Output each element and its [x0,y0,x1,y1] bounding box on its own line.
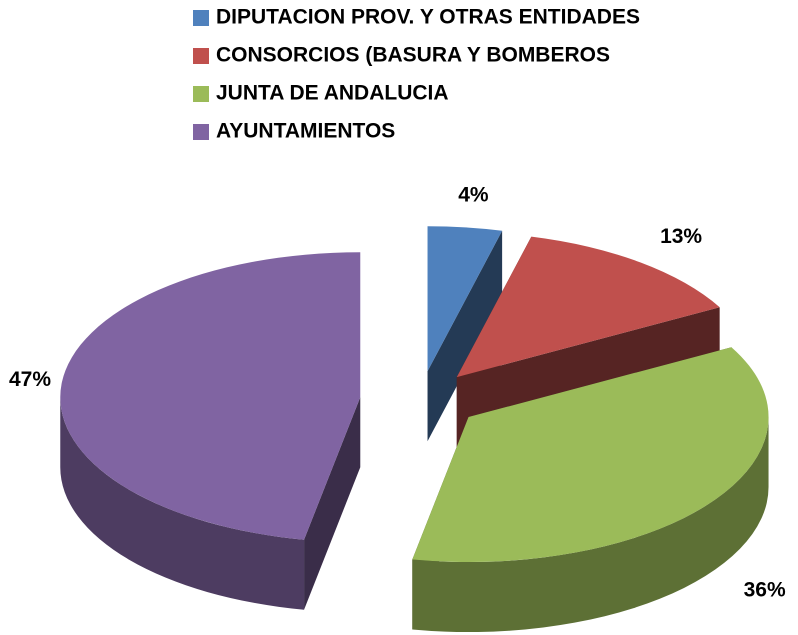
slice-top [427,226,503,372]
data-label: 13% [660,225,702,248]
slice-outer-wall [60,397,305,610]
pie-slice [412,347,769,633]
slice-top [456,236,720,378]
slice-top [60,252,361,540]
legend-swatch [193,48,209,64]
slice-outer-wall [412,417,769,633]
slice-top [412,347,769,563]
data-label: 4% [458,183,489,206]
slice-cut-wall [427,230,503,442]
legend-swatch [193,86,209,102]
legend-label: AYUNTAMIENTOS [216,120,395,143]
pie-slice [427,226,503,442]
data-label: 47% [9,368,51,391]
legend-label: DIPUTACION PROV. Y OTRAS ENTIDADES [216,6,640,29]
legend-label: CONSORCIOS (BASURA Y BOMBEROS [216,44,610,67]
legend-swatch [193,10,209,26]
legend-swatch [193,124,209,140]
data-label: 36% [744,579,786,602]
pie-slice [60,252,361,610]
slice-cut-wall [304,397,361,610]
legend-label: JUNTA DE ANDALUCIA [216,82,449,105]
